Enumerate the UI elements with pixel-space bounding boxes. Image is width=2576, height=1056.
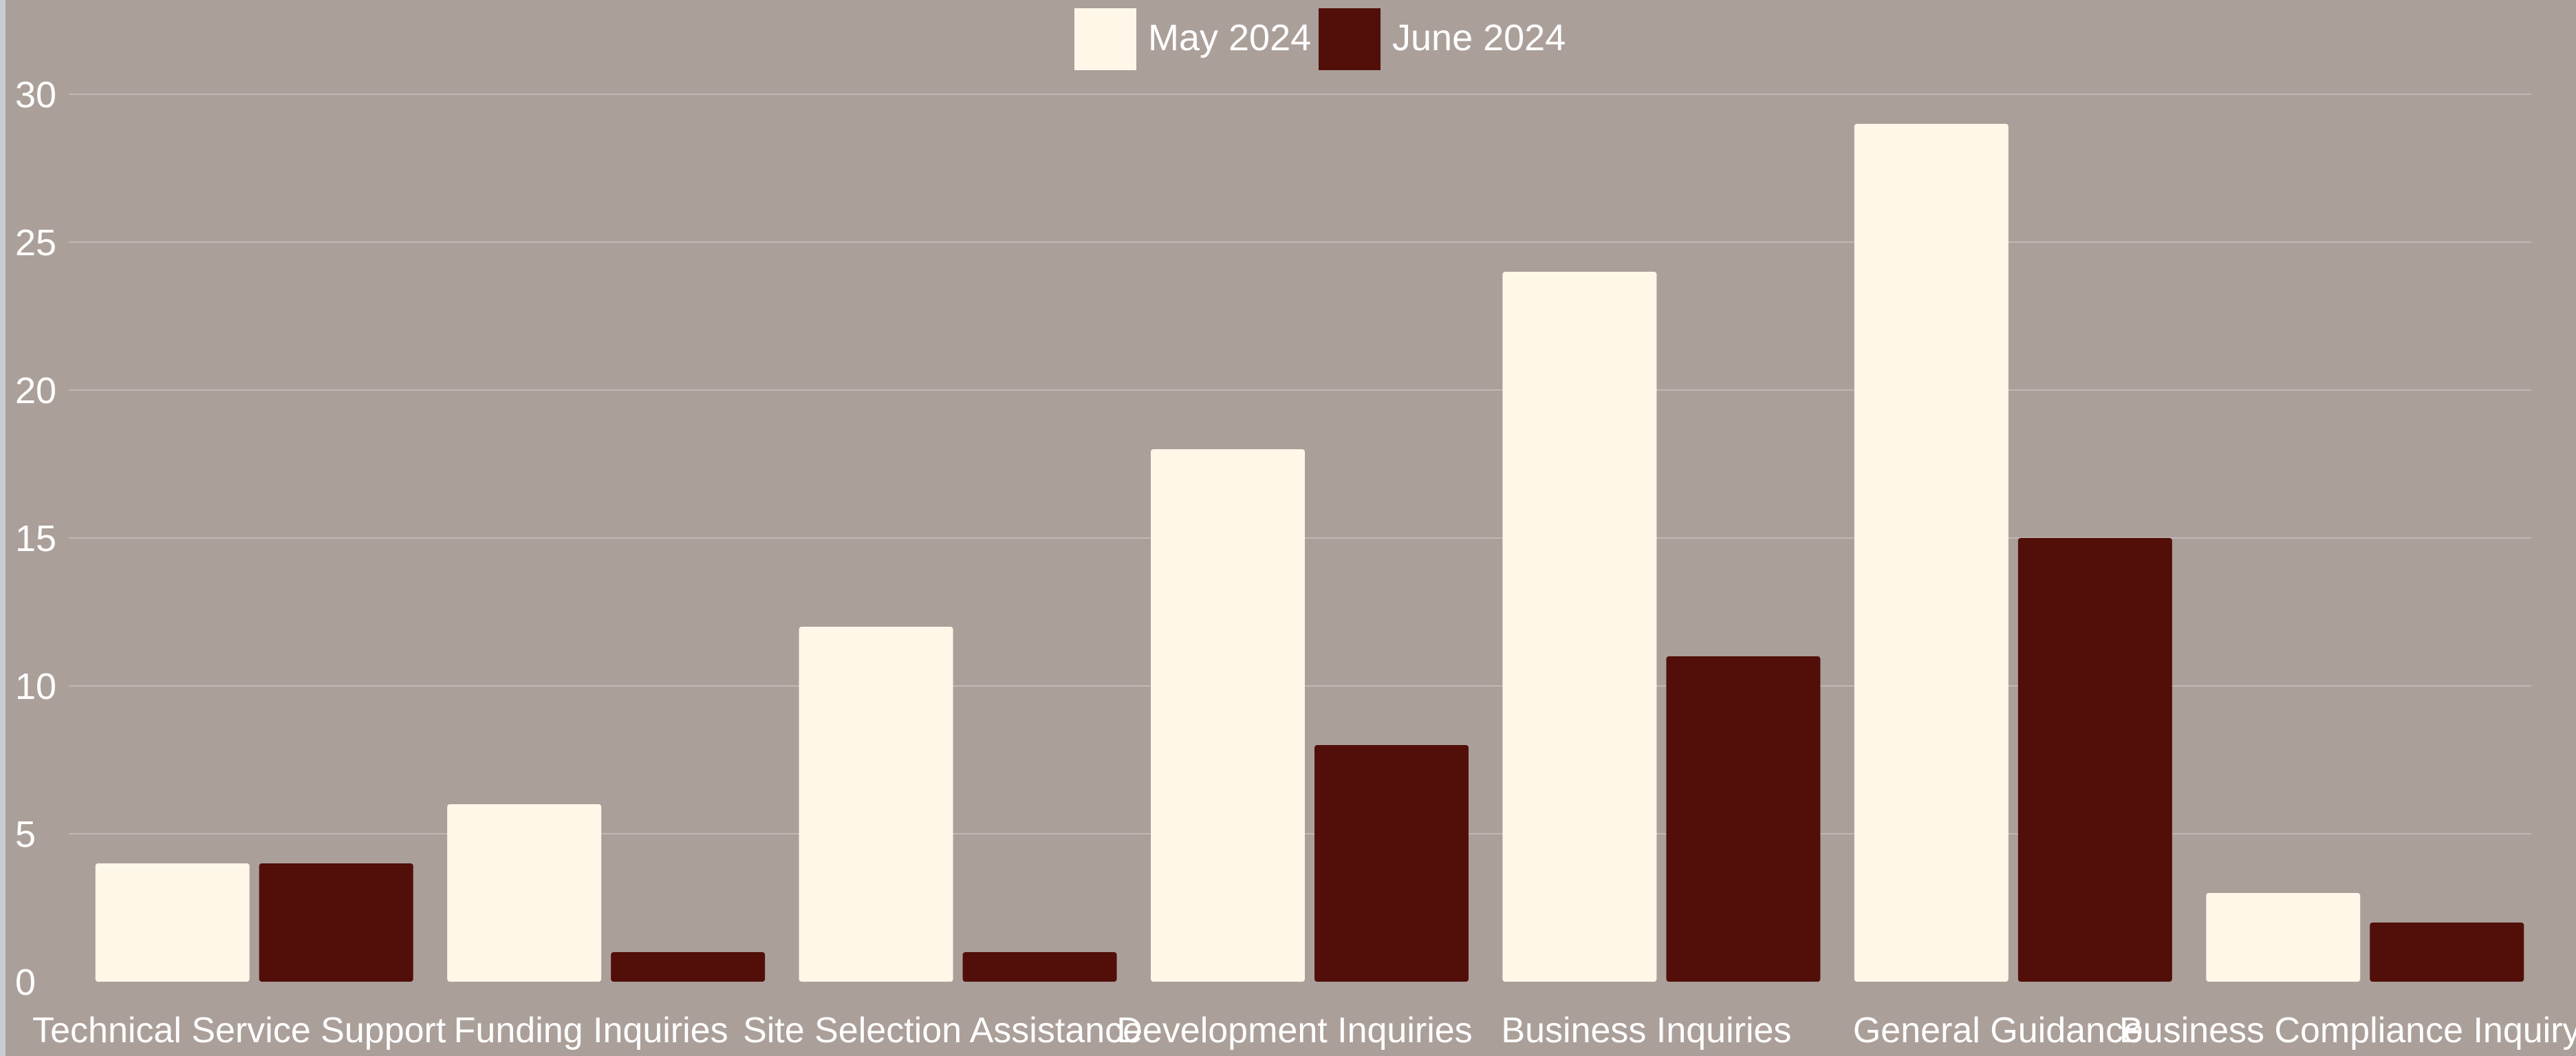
- legend: May 2024 June 2024: [1074, 8, 1566, 70]
- bar-funding-inquiries-june-2024: [611, 952, 766, 982]
- y-tick-label-20: 20: [15, 370, 56, 411]
- legend-label-may-2024: May 2024: [1148, 17, 1311, 58]
- y-tick-label-10: 10: [15, 666, 56, 707]
- x-category-label: Business Compliance Inquiry: [2119, 1011, 2576, 1050]
- y-tick-label-15: 15: [15, 518, 56, 559]
- left-edge-border: [0, 0, 6, 1056]
- y-tick-label-0: 0: [15, 962, 36, 1003]
- y-tick-label-5: 5: [15, 814, 36, 855]
- x-axis-categories: Technical Service Support Funding Inquiri…: [32, 1011, 2576, 1050]
- bar-technical-service-support-june-2024: [259, 863, 413, 982]
- bar-funding-inquiries-may-2024: [447, 804, 602, 982]
- x-category-label: Development Inquiries: [1116, 1011, 1472, 1050]
- bar-technical-service-support-may-2024: [95, 863, 250, 982]
- bar-general-guidance-june-2024: [2017, 538, 2172, 982]
- bar-site-selection-assistance-june-2024: [962, 952, 1117, 982]
- bar-development-inquiries-june-2024: [1314, 745, 1469, 982]
- bar-business-compliance-inquiry-may-2024: [2206, 893, 2361, 982]
- x-category-label: Business Inquiries: [1501, 1011, 1791, 1050]
- y-axis-ticks: 0 5 10 15 20 25 30: [15, 74, 56, 1003]
- bar-business-inquiries-june-2024: [1666, 656, 1821, 982]
- bar-development-inquiries-may-2024: [1151, 449, 1305, 982]
- bar-business-inquiries-may-2024: [1502, 272, 1657, 982]
- legend-swatch-may-2024: [1074, 8, 1136, 70]
- bar-general-guidance-may-2024: [1854, 124, 2009, 982]
- bar-business-compliance-inquiry-june-2024: [2370, 923, 2524, 982]
- bars-layer: [95, 124, 2524, 982]
- x-category-label: Funding Inquiries: [454, 1011, 728, 1050]
- x-category-label: Site Selection Assistance: [743, 1011, 1143, 1050]
- legend-swatch-june-2024: [1319, 8, 1381, 70]
- y-tick-label-25: 25: [15, 222, 56, 263]
- x-category-label: Technical Service Support: [32, 1011, 446, 1050]
- x-category-label: General Guidance: [1853, 1011, 2143, 1050]
- y-tick-label-30: 30: [15, 74, 56, 116]
- legend-label-june-2024: June 2024: [1392, 17, 1566, 58]
- bar-site-selection-assistance-may-2024: [799, 627, 953, 982]
